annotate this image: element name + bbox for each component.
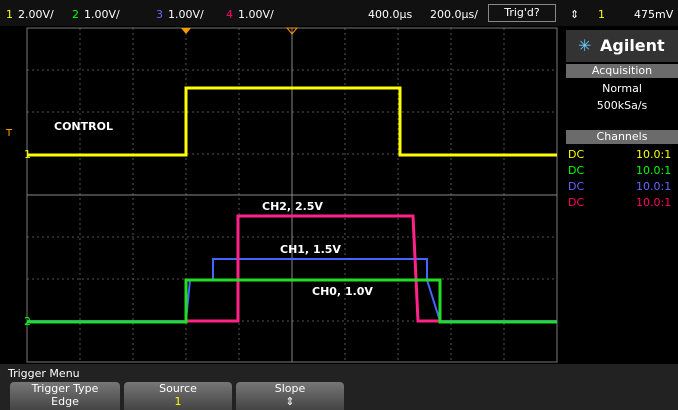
- acquisition-mode: Normal: [602, 82, 642, 95]
- ch1-marker: 1: [24, 148, 31, 161]
- annotation: CH2, 2.5V: [262, 200, 323, 213]
- ch2-marker: 2: [24, 315, 31, 328]
- probe-ratio: 10.0:1: [636, 164, 672, 177]
- softkey-label: Slope: [274, 382, 306, 395]
- softkey[interactable]: Slope ⇕: [236, 382, 344, 410]
- softkey-value: ⇕: [285, 395, 295, 408]
- softkey-label: Trigger Type: [31, 382, 99, 395]
- trigger-status: Trig'd?: [488, 4, 556, 22]
- trigger-level: 475mV: [634, 8, 674, 21]
- annotation: CH1, 1.5V: [280, 243, 341, 256]
- brand: Agilent: [600, 36, 665, 55]
- menu-title: Trigger Menu: [8, 367, 80, 380]
- softkey[interactable]: Source 1: [124, 382, 232, 410]
- softkey-value: 1: [174, 395, 182, 408]
- acquisition-title: Acquisition: [566, 64, 678, 78]
- status-bar: [0, 0, 678, 26]
- control-trace: [27, 86, 557, 157]
- probe-ratio: 10.0:1: [636, 180, 672, 193]
- softkey-label: Source: [159, 382, 197, 395]
- sample-rate: 500kSa/s: [596, 99, 648, 112]
- brand-box: [566, 30, 678, 62]
- ch1-label: 1: [6, 8, 13, 21]
- annotation: CONTROL: [54, 120, 113, 133]
- channels-title: Channels: [566, 130, 678, 144]
- coupling: DC: [568, 164, 585, 177]
- annotation: CH0, 1.0V: [312, 285, 373, 298]
- ch2-scale: 1.00V/: [84, 8, 120, 21]
- trigger-source: 1: [598, 8, 605, 21]
- ch2-trace: [186, 214, 440, 323]
- waveform-display: [26, 27, 558, 363]
- coupling: DC: [568, 196, 585, 209]
- ch4-label: 4: [226, 8, 233, 21]
- ch4-scale: 1.00V/: [238, 8, 274, 21]
- trigger-marker: T: [6, 128, 13, 139]
- ch3-label: 3: [156, 8, 163, 21]
- ch0-trace: [27, 278, 557, 324]
- delay: 400.0µs: [368, 8, 413, 21]
- delay-marker: [285, 27, 299, 35]
- timebase: 200.0µs/: [430, 8, 478, 21]
- softkey-value: Edge: [51, 395, 79, 408]
- coupling: DC: [568, 180, 585, 193]
- ch3-scale: 1.00V/: [168, 8, 204, 21]
- trigger-icon: ⇕: [570, 8, 580, 21]
- probe-ratio: 10.0:1: [636, 148, 672, 161]
- ch2-label: 2: [72, 8, 79, 21]
- coupling: DC: [568, 148, 585, 161]
- brand-logo: ✳: [578, 36, 592, 55]
- center-axes: [27, 28, 557, 362]
- ch1-scale: 2.00V/: [18, 8, 54, 21]
- softkey[interactable]: Trigger Type Edge: [10, 382, 120, 410]
- trigger-pos-marker: [181, 28, 191, 34]
- probe-ratio: 10.0:1: [636, 196, 672, 209]
